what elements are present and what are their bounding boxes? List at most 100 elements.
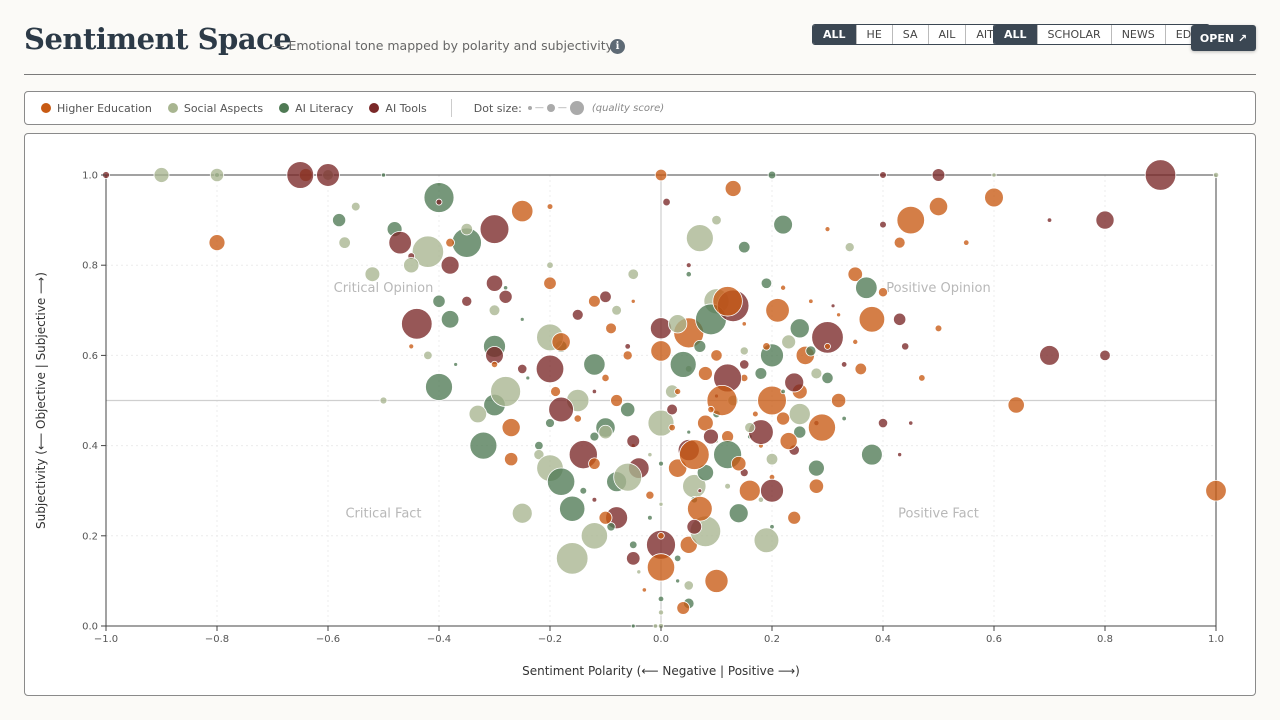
point-higher-education[interactable] xyxy=(697,414,714,432)
legend-item-higher-education[interactable]: Higher Education xyxy=(41,102,152,115)
point-ai-tools[interactable] xyxy=(535,354,565,384)
point-ai-tools[interactable] xyxy=(461,295,473,307)
point-ai-tools[interactable] xyxy=(1099,349,1111,362)
point-social-aspects[interactable] xyxy=(788,403,811,426)
point-higher-education[interactable] xyxy=(706,384,738,416)
point-ai-tools[interactable] xyxy=(286,161,315,189)
point-ai-tools[interactable] xyxy=(440,255,460,275)
point-ai-tools[interactable] xyxy=(879,220,887,229)
point-social-aspects[interactable] xyxy=(411,235,444,268)
point-higher-education[interactable] xyxy=(511,199,534,223)
point-ai-literacy[interactable] xyxy=(630,623,636,629)
point-social-aspects[interactable] xyxy=(636,569,642,575)
point-ai-literacy[interactable] xyxy=(425,373,453,401)
point-social-aspects[interactable] xyxy=(658,609,665,616)
point-ai-tools[interactable] xyxy=(599,290,612,303)
point-ai-literacy[interactable] xyxy=(332,213,347,228)
point-ai-literacy[interactable] xyxy=(738,240,751,254)
point-ai-literacy[interactable] xyxy=(647,514,653,521)
point-higher-education[interactable] xyxy=(762,342,771,351)
point-social-aspects[interactable] xyxy=(338,236,351,249)
point-higher-education[interactable] xyxy=(630,298,636,304)
point-higher-education[interactable] xyxy=(824,226,831,233)
point-higher-education[interactable] xyxy=(710,349,723,362)
point-ai-literacy[interactable] xyxy=(686,429,692,435)
point-ai-tools[interactable] xyxy=(1039,345,1060,366)
point-higher-education[interactable] xyxy=(588,294,601,308)
point-ai-literacy[interactable] xyxy=(629,540,638,550)
point-higher-education[interactable] xyxy=(779,432,798,451)
point-social-aspects[interactable] xyxy=(744,422,756,434)
point-ai-tools[interactable] xyxy=(703,428,719,445)
point-social-aspects[interactable] xyxy=(753,527,780,554)
point-ai-literacy[interactable] xyxy=(805,345,817,357)
point-ai-literacy[interactable] xyxy=(675,578,681,584)
point-ai-tools[interactable] xyxy=(591,496,598,503)
filter-category-ait[interactable]: AIT xyxy=(965,25,1004,44)
point-social-aspects[interactable] xyxy=(350,201,361,212)
point-ai-tools[interactable] xyxy=(760,478,784,503)
point-social-aspects[interactable] xyxy=(533,449,545,461)
point-social-aspects[interactable] xyxy=(683,580,694,591)
point-higher-education[interactable] xyxy=(854,362,868,376)
point-higher-education[interactable] xyxy=(1205,480,1227,502)
point-higher-education[interactable] xyxy=(678,439,710,470)
point-social-aspects[interactable] xyxy=(739,346,749,356)
point-higher-education[interactable] xyxy=(878,287,889,298)
point-ai-literacy[interactable] xyxy=(658,460,664,467)
point-social-aspects[interactable] xyxy=(810,367,823,380)
point-social-aspects[interactable] xyxy=(403,257,420,274)
point-higher-education[interactable] xyxy=(1007,396,1025,414)
open-button[interactable]: OPEN ↗ xyxy=(1191,25,1256,51)
point-higher-education[interactable] xyxy=(605,322,617,335)
point-higher-education[interactable] xyxy=(741,321,747,327)
point-ai-literacy[interactable] xyxy=(559,495,586,522)
filter-category-he[interactable]: HE xyxy=(855,25,892,44)
point-higher-education[interactable] xyxy=(668,423,676,432)
point-ai-tools[interactable] xyxy=(908,420,914,426)
point-ai-tools[interactable] xyxy=(697,488,703,494)
point-ai-tools[interactable] xyxy=(624,343,631,350)
point-ai-literacy[interactable] xyxy=(855,276,878,299)
legend-item-social-aspects[interactable]: Social Aspects xyxy=(167,102,263,115)
point-ai-literacy[interactable] xyxy=(545,418,555,428)
point-ai-tools[interactable] xyxy=(686,518,703,535)
point-higher-education[interactable] xyxy=(501,418,521,438)
point-social-aspects[interactable] xyxy=(757,496,765,503)
point-social-aspects[interactable] xyxy=(488,304,501,317)
point-higher-education[interactable] xyxy=(724,180,742,197)
point-higher-education[interactable] xyxy=(765,298,790,323)
point-social-aspects[interactable] xyxy=(490,376,522,407)
point-higher-education[interactable] xyxy=(963,239,970,246)
point-ai-literacy[interactable] xyxy=(583,353,606,376)
point-ai-literacy[interactable] xyxy=(767,170,777,180)
point-social-aspects[interactable] xyxy=(611,305,622,316)
point-higher-education[interactable] xyxy=(893,236,906,249)
point-social-aspects[interactable] xyxy=(511,502,533,524)
point-ai-tools[interactable] xyxy=(626,434,641,448)
point-ai-literacy[interactable] xyxy=(673,554,682,563)
point-higher-education[interactable] xyxy=(928,196,949,217)
point-higher-education[interactable] xyxy=(504,452,519,467)
point-higher-education[interactable] xyxy=(674,387,682,395)
point-ai-literacy[interactable] xyxy=(380,172,387,178)
point-higher-education[interactable] xyxy=(610,394,623,407)
point-higher-education[interactable] xyxy=(598,510,613,525)
point-higher-education[interactable] xyxy=(780,284,787,291)
point-ai-tools[interactable] xyxy=(901,342,910,351)
point-ai-literacy[interactable] xyxy=(861,443,883,466)
point-ai-tools[interactable] xyxy=(1144,159,1177,191)
point-social-aspects[interactable] xyxy=(364,266,381,283)
point-ai-tools[interactable] xyxy=(877,417,889,429)
point-ai-literacy[interactable] xyxy=(534,440,544,451)
point-higher-education[interactable] xyxy=(807,413,836,442)
point-ai-literacy[interactable] xyxy=(754,367,768,380)
point-ai-tools[interactable] xyxy=(897,452,903,458)
point-higher-education[interactable] xyxy=(408,343,415,350)
point-higher-education[interactable] xyxy=(646,553,676,582)
point-social-aspects[interactable] xyxy=(652,623,659,629)
point-ai-tools[interactable] xyxy=(435,198,443,206)
point-higher-education[interactable] xyxy=(654,168,668,182)
point-social-aspects[interactable] xyxy=(423,350,433,361)
point-social-aspects[interactable] xyxy=(613,462,643,492)
